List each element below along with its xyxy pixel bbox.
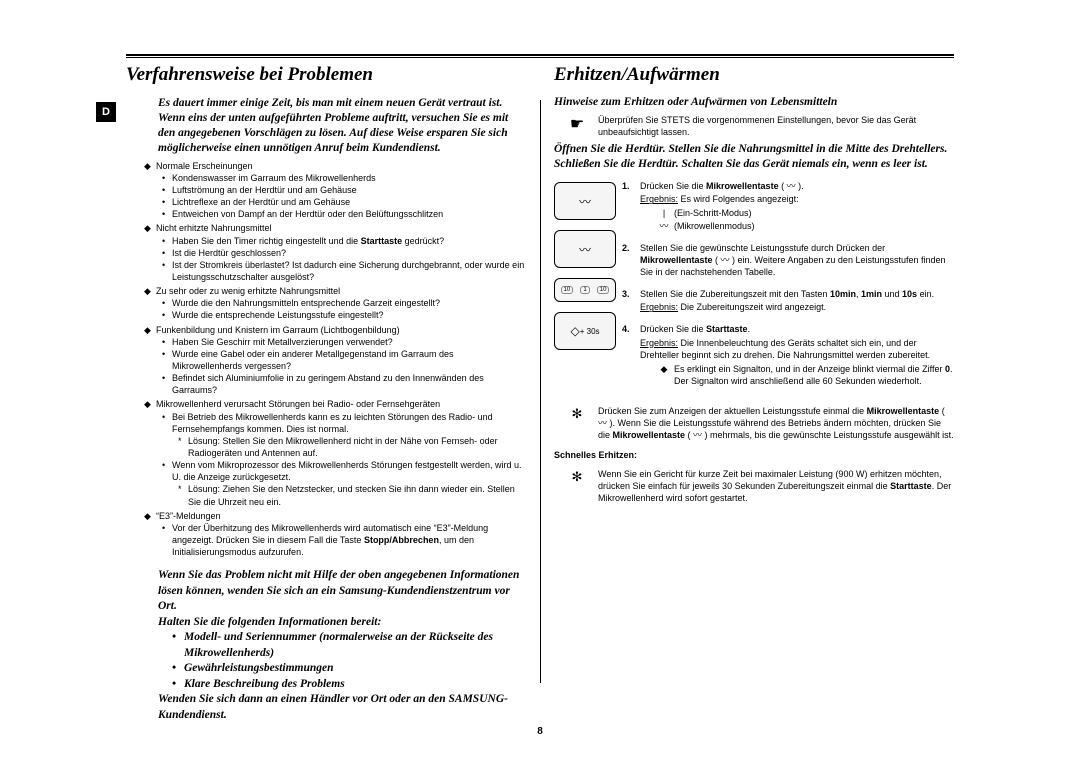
closing-block: Wenn Sie das Problem nicht mit Hilfe der…: [158, 568, 526, 723]
button-column: 〰 〰 10110 ◇ + 30s: [554, 180, 616, 397]
list-item: Haben Sie Geschirr mit Metallverzierunge…: [172, 336, 393, 348]
quick-heat-text: Wenn Sie ein Gericht für kurze Zeit bei …: [598, 468, 954, 504]
list-item: Befindet sich Aluminiumfolie in zu gerin…: [172, 372, 526, 396]
group-title: Zu sehr oder zu wenig erhitzte Nahrungsm…: [156, 285, 340, 297]
start-button-icon: ◇ + 30s: [554, 312, 616, 350]
right-heading: Erhitzen/Aufwärmen: [554, 64, 954, 86]
list-item: Wurde eine Gabel oder ein anderer Metall…: [172, 348, 526, 372]
closing-bullet: Modell- und Seriennummer (normalerweise …: [184, 630, 526, 661]
sub-result: Es erklingt ein Signalton, und in der An…: [674, 363, 954, 387]
list-item: Wurde die entsprechende Leistungsstufe e…: [172, 309, 383, 321]
quick-heat-title: Schnelles Erhitzen:: [554, 450, 954, 460]
step: 1. Drücken Sie die Mikrowellentaste ( 〰 …: [622, 180, 954, 232]
hand-icon: ☛: [556, 114, 598, 138]
list-item: Wurde die den Nahrungsmitteln entspreche…: [172, 297, 440, 309]
tip-text: Drücken Sie zum Anzeigen der aktuellen L…: [598, 405, 954, 441]
list-item: Entweichen von Dampf an der Herdtür oder…: [172, 208, 443, 220]
caution-note: ☛ Überprüfen Sie STETS die vorgenommenen…: [556, 114, 954, 138]
list-item: Vor der Überhitzung des Mikrowellenherds…: [172, 522, 526, 558]
list-item: Ist die Herdtür geschlossen?: [172, 247, 286, 259]
list-subitem: Lösung: Stellen Sie den Mikrowellenherd …: [188, 435, 526, 459]
list-item: Bei Betrieb des Mikrowellenherds kann es…: [172, 411, 526, 435]
group-title: Funkenbildung und Knistern im Garraum (L…: [156, 324, 400, 336]
closing-text: Wenn Sie das Problem nicht mit Hilfe der…: [158, 568, 526, 615]
closing-bullet: Klare Beschreibung des Problems: [184, 677, 345, 693]
display-mode: (Ein-Schritt-Modus): [674, 207, 752, 219]
group-title: Mikrowellenherd verursacht Störungen bei…: [156, 398, 440, 410]
top-rule: [126, 54, 954, 58]
time-buttons-icon: 10110: [554, 278, 616, 302]
list-item: Wenn vom Mikroprozessor des Mikrowellenh…: [172, 459, 526, 483]
list-item: Haben Sie den Timer richtig eingestellt …: [172, 235, 444, 247]
left-intro: Es dauert immer einige Zeit, bis man mit…: [158, 96, 526, 156]
quick-heat-note: ✻ Wenn Sie ein Gericht für kurze Zeit be…: [556, 468, 954, 504]
closing-bullet: Gewährleistungsbestimmungen: [184, 661, 334, 677]
closing-text: Wenden Sie sich dann an einen Händler vo…: [158, 692, 526, 723]
list-item: Lichtreflexe an der Herdtür und am Gehäu…: [172, 196, 350, 208]
info-icon: ✻: [556, 468, 598, 504]
step: 4. Drücken Sie die Starttaste. Ergebnis:…: [622, 323, 954, 387]
step: 2. Stellen Sie die gewünschte Leistungss…: [622, 242, 954, 278]
microwave-button-icon: 〰: [554, 182, 616, 220]
list-item: Ist der Stromkreis überlastet? Ist dadur…: [172, 259, 526, 283]
tip-note: ✻ Drücken Sie zum Anzeigen der aktuellen…: [556, 405, 954, 441]
troubleshoot-list: ◆Normale Erscheinungen •Kondenswasser im…: [136, 160, 526, 559]
hint-title: Hinweise zum Erhitzen oder Aufwärmen von…: [554, 96, 954, 108]
info-icon: ✻: [556, 405, 598, 441]
warning-text: Öffnen Sie die Herdtür. Stellen Sie die …: [554, 142, 954, 172]
left-heading: Verfahrensweise bei Problemen: [126, 64, 526, 86]
microwave-button-icon: 〰: [554, 230, 616, 268]
display-mode: (Mikrowellenmodus): [674, 220, 755, 232]
closing-text: Halten Sie die folgenden Informationen b…: [158, 615, 526, 631]
language-badge: D: [96, 102, 116, 122]
list-item: Luftströmung an der Herdtür und am Gehäu…: [172, 184, 357, 196]
list-subitem: Lösung: Ziehen Sie den Netzstecker, und …: [188, 483, 526, 507]
step: 3. Stellen Sie die Zubereitungszeit mit …: [622, 288, 954, 313]
note-text: Überprüfen Sie STETS die vorgenommenen E…: [598, 114, 954, 138]
page-number: 8: [537, 726, 543, 737]
group-title: Nicht erhitzte Nahrungsmittel: [156, 222, 272, 234]
group-title: Normale Erscheinungen: [156, 160, 253, 172]
group-title: “E3”-Meldungen: [156, 510, 221, 522]
list-item: Kondenswasser im Garraum des Mikrowellen…: [172, 172, 376, 184]
